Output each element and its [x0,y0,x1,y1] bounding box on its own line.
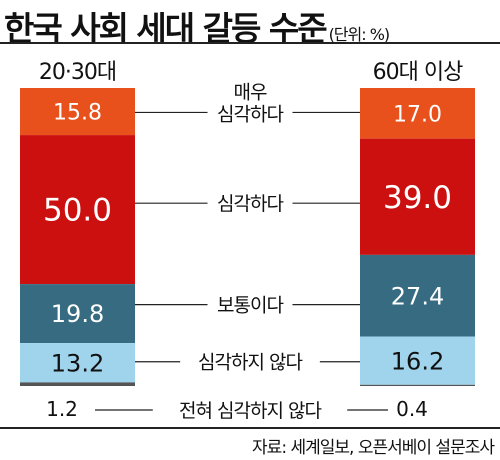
category-label-3: 보통이다 [217,294,283,316]
value-label-1-3: 19.8 [51,300,104,328]
category-label-1-line-1: 매우 [234,81,267,103]
stacked-bar-chart: 20·30대 60대 이상 15.8 50.0 19.8 13.2 17.0 39.0 27.4… [20,60,475,422]
value-label-2-4: 16.2 [391,347,444,375]
value-label-1-5: 1.2 [46,397,78,421]
column-header-1: 20·30대 [39,60,116,85]
bar-segment-1-4 [20,343,135,383]
bar-segment-2-5 [360,384,475,386]
bar-segment-1-3 [20,284,135,344]
bar-segment-2-2 [360,138,475,255]
column-header-2: 60대 이상 [373,60,463,85]
category-label-2: 심각하다 [217,193,283,215]
category-label-5: 전혀 심각하지 않다 [179,400,321,422]
bar-segment-2-1 [360,88,475,139]
value-label-2-5: 0.4 [396,397,428,421]
value-label-1-1: 15.8 [53,100,102,125]
source-note: 자료: 세계일보, 오픈서베이 설문조사 [252,438,495,458]
value-label-1-4: 13.2 [51,349,104,377]
value-label-2-1: 17.0 [393,102,442,127]
bar-segment-1-2 [20,135,135,285]
bar-segment-1-5 [20,382,135,386]
top-rule [0,42,500,44]
unit-label: (단위: %) [328,25,391,44]
bottom-rule [0,427,500,429]
bar-segment-1-1 [20,88,135,136]
value-label-1-2: 50.0 [43,193,112,229]
chart-title: 한국 사회 세대 갈등 수준 [4,9,328,48]
chart-title-block: 한국 사회 세대 갈등 수준 (단위: %) [4,2,391,50]
bar-segment-2-3 [360,254,475,337]
category-label-4: 심각하지 않다 [198,352,302,374]
category-label-1-line-2: 심각하다 [217,103,283,125]
value-label-2-3: 27.4 [391,282,444,310]
value-label-2-2: 39.0 [383,180,452,216]
bar-segment-2-4 [360,336,475,385]
